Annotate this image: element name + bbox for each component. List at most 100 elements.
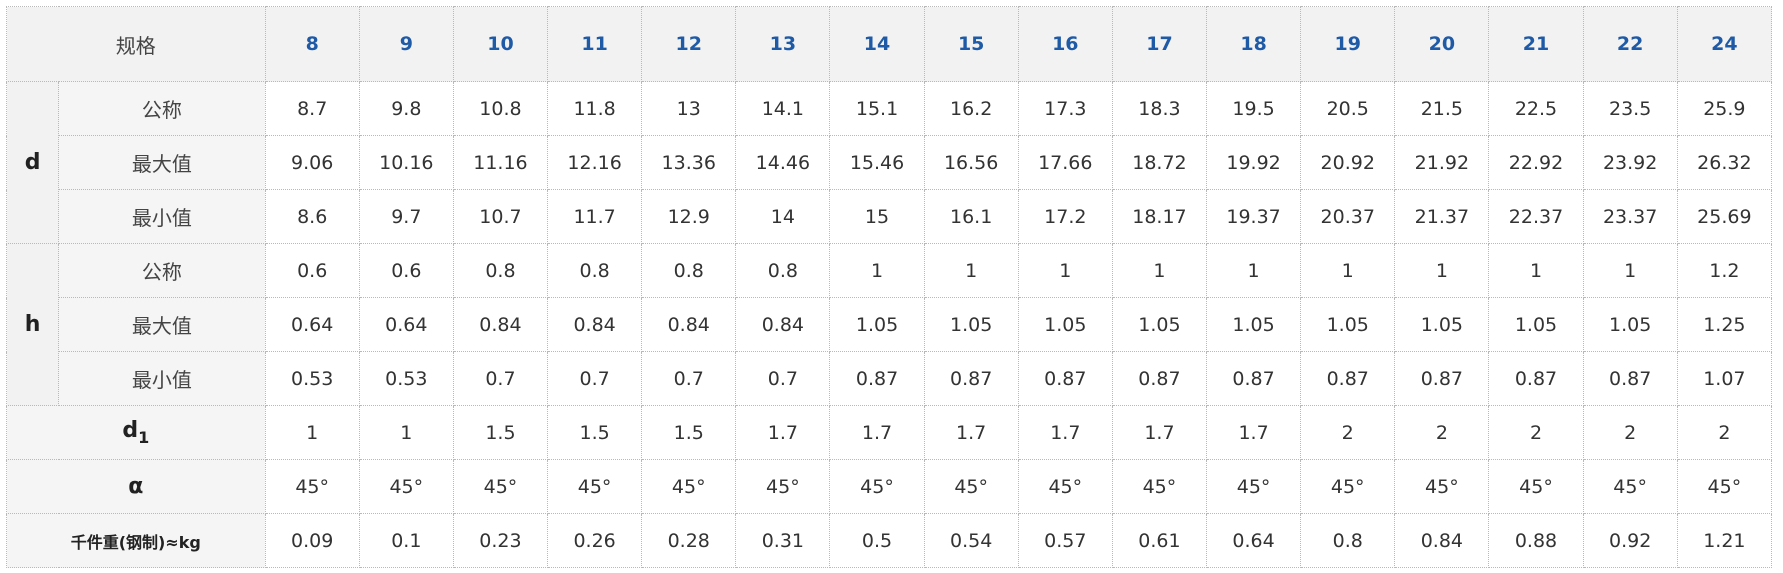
value-cell: 15.46 xyxy=(829,135,925,190)
value-cell: 0.57 xyxy=(1017,513,1113,568)
value-cell: 1 xyxy=(1582,243,1678,298)
size-header-cell: 12 xyxy=(641,6,737,82)
value-cell: 0.5 xyxy=(829,513,925,568)
value-cell: 0.31 xyxy=(735,513,831,568)
value-cell: 45° xyxy=(547,459,643,514)
value-cell: 0.87 xyxy=(1017,351,1113,406)
value-cell: 1 xyxy=(358,405,454,460)
size-header-cell: 10 xyxy=(452,6,549,82)
value-cell: 0.92 xyxy=(1582,513,1678,568)
value-cell: 45° xyxy=(1488,459,1584,514)
value-cell: 0.87 xyxy=(1206,351,1302,406)
value-cell: 23.92 xyxy=(1582,135,1678,190)
value-cell: 17.2 xyxy=(1017,189,1113,244)
spec-table: 规格 8 9 10 11 12 13 14 15 16 17 18 19 20 21 22 24 d 公称 8… xyxy=(5,6,1773,568)
value-cell: 2 xyxy=(1300,405,1396,460)
value-cell: 10.16 xyxy=(358,135,454,190)
value-cell: 14.1 xyxy=(735,81,831,136)
value-cell: 1.05 xyxy=(1300,297,1396,352)
value-cell: 20.37 xyxy=(1300,189,1396,244)
value-cell: 17.3 xyxy=(1017,81,1113,136)
value-cell: 21.5 xyxy=(1394,81,1490,136)
value-cell: 0.87 xyxy=(1300,351,1396,406)
value-cell: 0.87 xyxy=(1488,351,1584,406)
value-cell: 14.46 xyxy=(735,135,831,190)
value-cell: 0.53 xyxy=(358,351,454,406)
spec-table-body: 规格 8 9 10 11 12 13 14 15 16 17 18 19 20 21 22 24 d 公称 8… xyxy=(5,6,1773,568)
value-cell: 11.16 xyxy=(452,135,549,190)
value-cell: 0.7 xyxy=(452,351,549,406)
value-cell: 0.6 xyxy=(358,243,454,298)
value-cell: 1 xyxy=(923,243,1019,298)
value-cell: 20.92 xyxy=(1300,135,1396,190)
size-header-cell: 9 xyxy=(358,6,454,82)
value-cell: 19.5 xyxy=(1206,81,1302,136)
table-row-weight: 千件重(钢制)≈kg 0.09 0.1 0.23 0.26 0.28 0.31 0.5 0.5… xyxy=(6,513,1773,568)
value-cell: 45° xyxy=(358,459,454,514)
value-cell: 12.16 xyxy=(547,135,643,190)
table-row-h-nominal: h 公称 0.6 0.6 0.8 0.8 0.8 0.8 1 1 1 1 1 1 1 1 1 1.2 xyxy=(5,243,1773,406)
size-header-cell: 18 xyxy=(1206,6,1302,82)
value-cell: 1.7 xyxy=(829,405,925,460)
header-row: 规格 8 9 10 11 12 13 14 15 16 17 18 19 20 21 22 24 xyxy=(6,6,1773,82)
value-cell: 0.1 xyxy=(358,513,454,568)
value-cell: 10.8 xyxy=(452,81,549,136)
value-cell: 0.8 xyxy=(735,243,831,298)
row-label-alpha: α xyxy=(6,459,266,514)
value-cell: 0.64 xyxy=(1206,513,1302,568)
value-cell: 0.87 xyxy=(1394,351,1490,406)
value-cell: 22.5 xyxy=(1488,81,1584,136)
table-row-h-min: 最小值 0.53 0.53 0.7 0.7 0.7 0.7 0.87 0.87 0.87 0.87… xyxy=(7,351,1773,406)
value-cell: 19.92 xyxy=(1206,135,1302,190)
spec-header-cell: 规格 xyxy=(6,6,266,82)
value-cell: 13.36 xyxy=(641,135,737,190)
value-cell: 11.8 xyxy=(547,81,643,136)
table-row-d-nominal: d 公称 8.7 9.8 10.8 11.8 13 14.1 15.1 16.2 17.3 18.… xyxy=(5,81,1773,244)
value-cell: 21.92 xyxy=(1394,135,1490,190)
value-cell: 9.06 xyxy=(264,135,360,190)
value-cell: 0.84 xyxy=(641,297,737,352)
value-cell: 21.37 xyxy=(1394,189,1490,244)
value-cell: 1 xyxy=(1111,243,1208,298)
row-label-h-min: 最小值 xyxy=(58,351,266,406)
value-cell: 1 xyxy=(1017,243,1113,298)
value-cell: 0.84 xyxy=(1394,513,1490,568)
value-cell: 0.87 xyxy=(1111,351,1208,406)
value-cell: 16.2 xyxy=(923,81,1019,136)
value-cell: 0.87 xyxy=(829,351,925,406)
value-cell: 45° xyxy=(452,459,549,514)
value-cell: 1 xyxy=(829,243,925,298)
value-cell: 25.69 xyxy=(1676,189,1773,244)
value-cell: 20.5 xyxy=(1300,81,1396,136)
value-cell: 1.05 xyxy=(1111,297,1208,352)
value-cell: 0.87 xyxy=(923,351,1019,406)
group-label-h: h xyxy=(5,243,60,406)
value-cell: 23.5 xyxy=(1582,81,1678,136)
value-cell: 1.21 xyxy=(1676,513,1773,568)
value-cell: 1.2 xyxy=(1676,243,1773,298)
row-label-d-nominal: 公称 xyxy=(58,81,266,136)
value-cell: 1 xyxy=(264,405,360,460)
value-cell: 0.87 xyxy=(1582,351,1678,406)
value-cell: 1.05 xyxy=(1017,297,1113,352)
value-cell: 0.7 xyxy=(641,351,737,406)
value-cell: 1.5 xyxy=(641,405,737,460)
row-label-h-max: 最大值 xyxy=(58,297,266,352)
value-cell: 25.9 xyxy=(1676,81,1773,136)
value-cell: 19.37 xyxy=(1206,189,1302,244)
value-cell: 0.64 xyxy=(358,297,454,352)
value-cell: 0.54 xyxy=(923,513,1019,568)
size-header-cell: 15 xyxy=(923,6,1019,82)
value-cell: 1.5 xyxy=(547,405,643,460)
value-cell: 0.8 xyxy=(452,243,549,298)
value-cell: 1.05 xyxy=(1488,297,1584,352)
table-row-d-max: 最大值 9.06 10.16 11.16 12.16 13.36 14.46 15.46 16… xyxy=(7,135,1773,190)
value-cell: 45° xyxy=(829,459,925,514)
group-label-d: d xyxy=(5,81,60,244)
d1-label-main: d xyxy=(122,418,139,443)
value-cell: 1.07 xyxy=(1676,351,1773,406)
row-label-d-max: 最大值 xyxy=(58,135,266,190)
table-row-d-min: 最小值 8.6 9.7 10.7 11.7 12.9 14 15 16.1 17.2 18.17 1… xyxy=(7,189,1773,244)
value-cell: 9.8 xyxy=(358,81,454,136)
value-cell: 45° xyxy=(923,459,1019,514)
